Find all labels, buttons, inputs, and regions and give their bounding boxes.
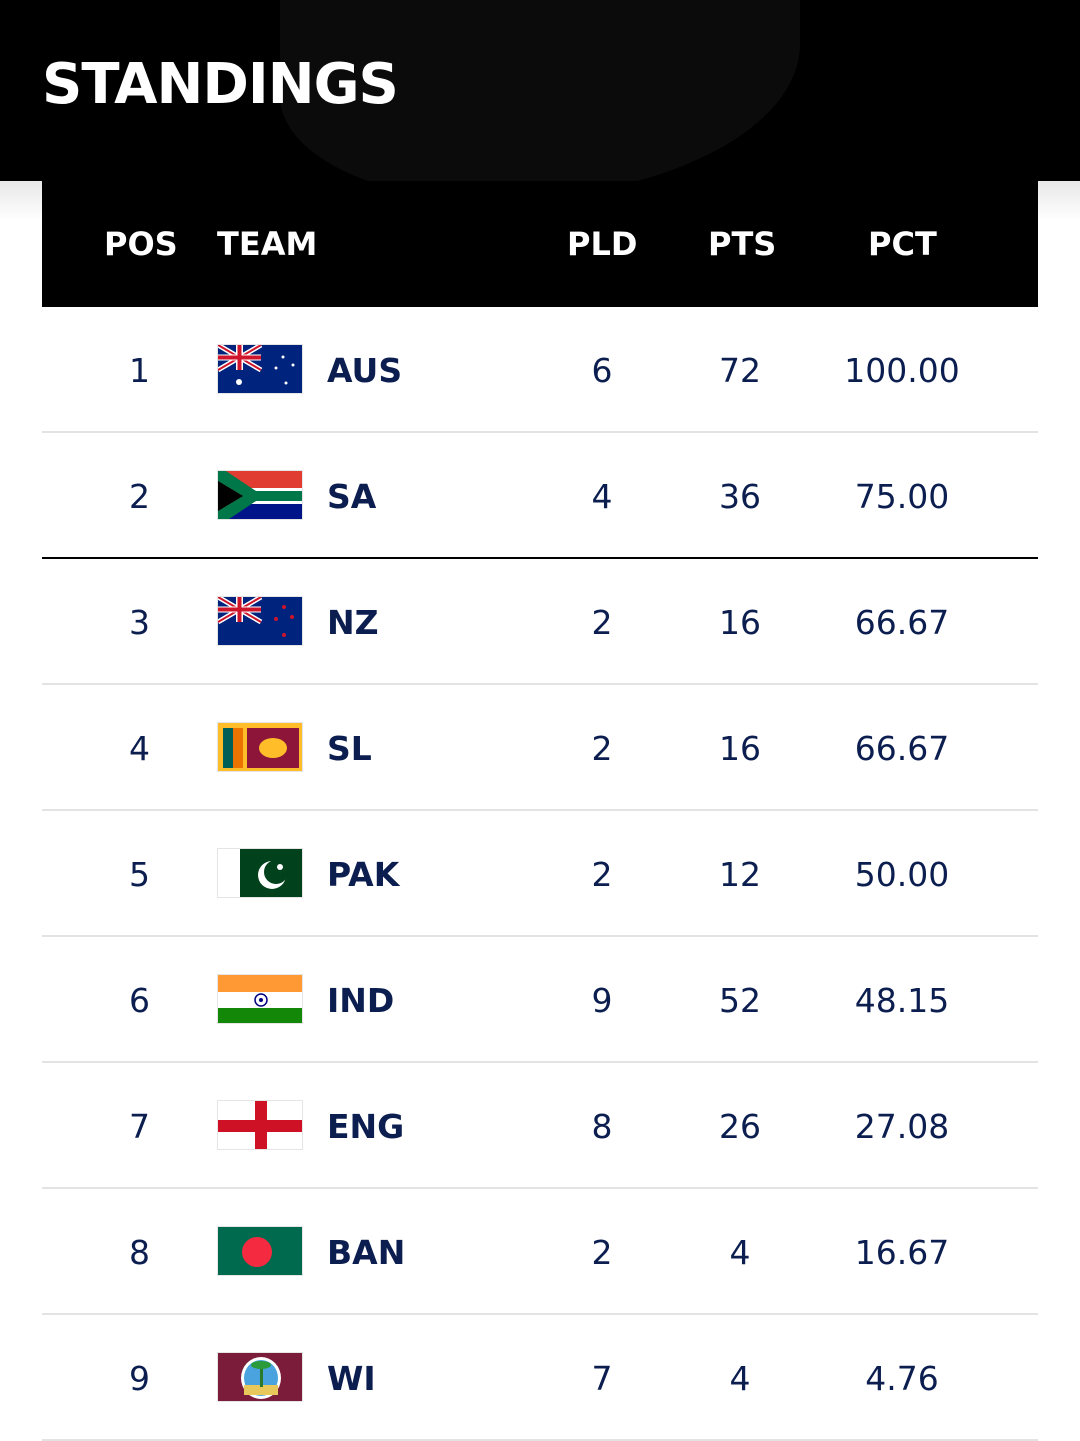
percentage: 100.00 [844,351,960,390]
played: 2 [591,855,613,894]
team-name[interactable]: NZ [327,603,379,642]
table-row[interactable]: 5 PAK 2 12 50.00 [42,811,1038,937]
position: 9 [129,1359,150,1398]
team-name[interactable]: BAN [327,1233,406,1272]
points: 26 [719,1107,761,1146]
pakistan-flag-icon [217,848,303,898]
points: 52 [719,981,761,1020]
played: 7 [591,1359,613,1398]
team-name[interactable]: AUS [327,351,403,390]
background-decoration [280,0,800,181]
position: 3 [129,603,150,642]
points: 16 [719,729,761,768]
percentage: 27.08 [854,1107,950,1146]
standings-table: POS TEAM PLD PTS PCT 1 AUS 6 72 100.00 2 … [42,181,1038,1441]
header-pct: PCT [868,225,937,263]
table-row[interactable]: 1 AUS 6 72 100.00 [42,307,1038,433]
percentage: 66.67 [854,603,950,642]
india-flag-icon [217,974,303,1024]
header-pld: PLD [567,225,638,263]
percentage: 48.15 [854,981,950,1020]
position: 4 [129,729,150,768]
points: 4 [729,1233,751,1272]
position: 7 [129,1107,150,1146]
team-name[interactable]: IND [327,981,395,1020]
points: 16 [719,603,761,642]
team-name[interactable]: SA [327,477,377,516]
table-row[interactable]: 7 ENG 8 26 27.08 [42,1063,1038,1189]
position: 2 [129,477,150,516]
england-flag-icon [217,1100,303,1150]
table-row[interactable]: 8 BAN 2 4 16.67 [42,1189,1038,1315]
played: 2 [591,729,613,768]
played: 9 [591,981,613,1020]
header-team: TEAM [217,225,318,263]
points: 4 [729,1359,751,1398]
percentage: 4.76 [865,1359,939,1398]
table-row[interactable]: 6 IND 9 52 48.15 [42,937,1038,1063]
percentage: 75.00 [854,477,950,516]
hero-banner: STANDINGS [0,0,1080,181]
points: 12 [719,855,761,894]
team-name[interactable]: ENG [327,1107,405,1146]
played: 6 [591,351,613,390]
page-title: STANDINGS [42,52,399,117]
table-row[interactable]: 2 SA 4 36 75.00 [42,433,1038,559]
position: 5 [129,855,150,894]
bangladesh-flag-icon [217,1226,303,1276]
team-name[interactable]: PAK [327,855,400,894]
position: 8 [129,1233,150,1272]
points: 72 [719,351,761,390]
team-name[interactable]: WI [327,1359,376,1398]
new-zealand-flag-icon [217,596,303,646]
table-row[interactable]: 4 SL 2 16 66.67 [42,685,1038,811]
header-pts: PTS [708,225,777,263]
table-row[interactable]: 9 WI 7 4 4.76 [42,1315,1038,1441]
team-name[interactable]: SL [327,729,372,768]
points: 36 [719,477,761,516]
percentage: 66.67 [854,729,950,768]
played: 2 [591,603,613,642]
position: 1 [129,351,150,390]
table-row[interactable]: 3 NZ 2 16 66.67 [42,559,1038,685]
table-header: POS TEAM PLD PTS PCT [42,181,1038,307]
west-indies-flag-icon [217,1352,303,1402]
played: 8 [591,1107,613,1146]
sri-lanka-flag-icon [217,722,303,772]
played: 2 [591,1233,613,1272]
australia-flag-icon [217,344,303,394]
played: 4 [591,477,613,516]
percentage: 16.67 [854,1233,950,1272]
percentage: 50.00 [854,855,950,894]
position: 6 [129,981,150,1020]
header-pos: POS [104,225,178,263]
south-africa-flag-icon [217,470,303,520]
